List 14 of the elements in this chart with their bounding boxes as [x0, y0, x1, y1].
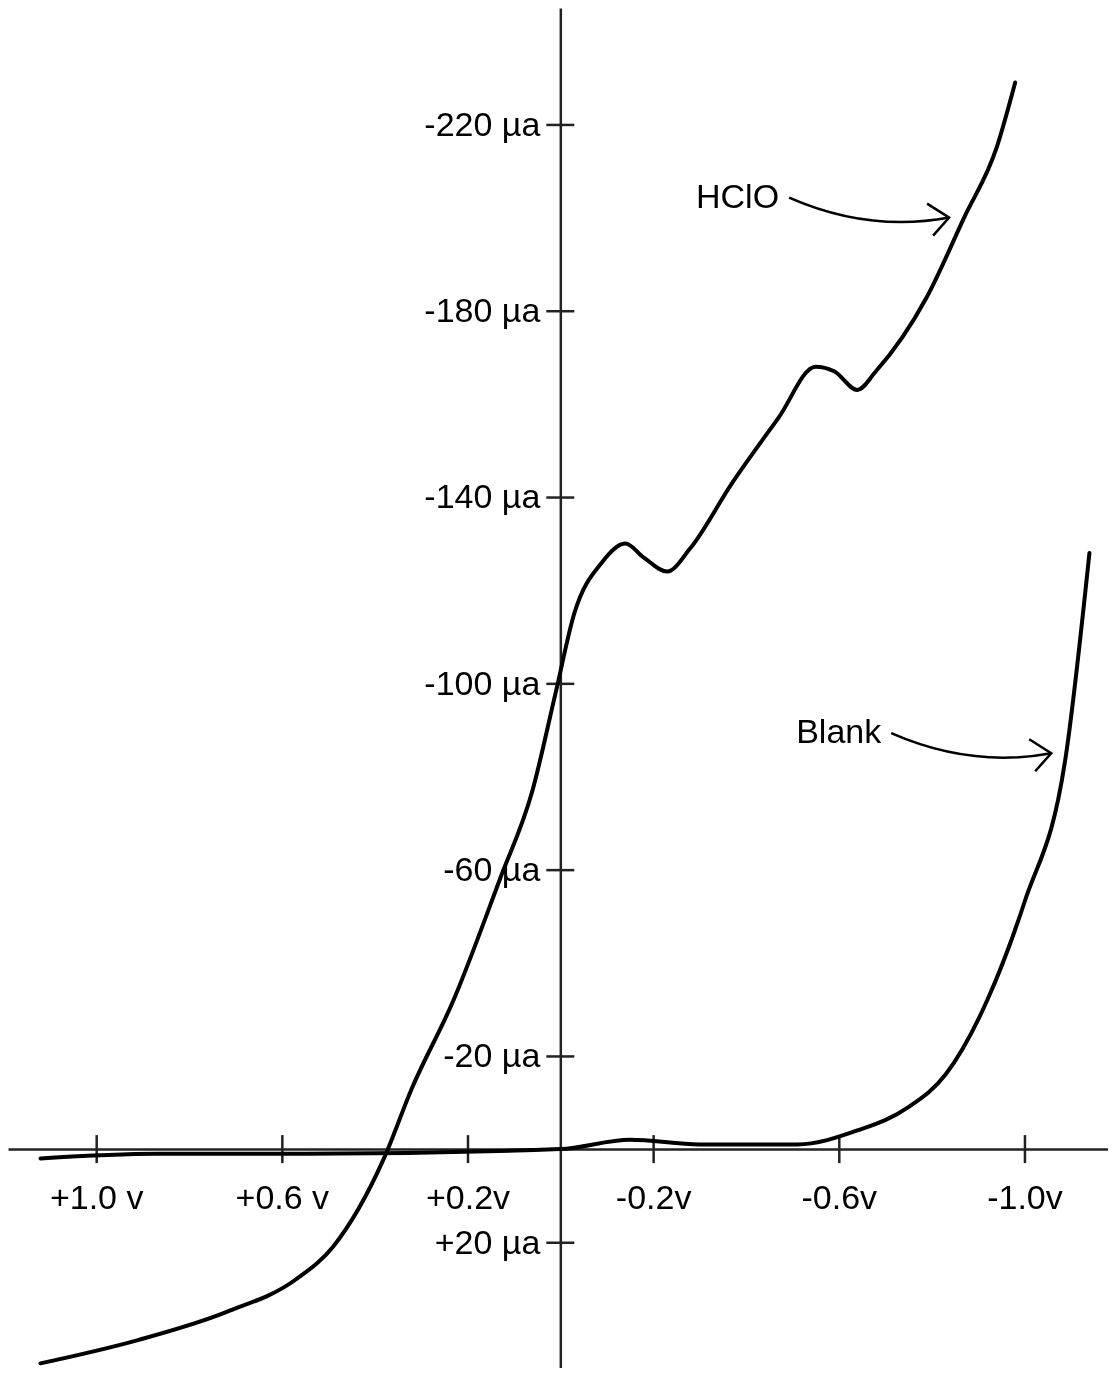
- y-tick-label: -220 µa: [424, 104, 541, 143]
- y-tick-label: -100 µa: [424, 663, 541, 702]
- legend-label: Blank: [796, 712, 883, 751]
- x-tick-label: -0.6v: [801, 1178, 878, 1217]
- x-tick-label: +0.2v: [425, 1178, 511, 1217]
- x-tick-label: +1.0 v: [49, 1178, 144, 1217]
- y-tick-label: -180 µa: [424, 291, 541, 330]
- x-tick-label: -1.0v: [987, 1178, 1063, 1217]
- legend-label: HClO: [696, 176, 780, 215]
- y-tick-label: -20 µa: [443, 1036, 541, 1075]
- y-tick-label: +20 µa: [434, 1222, 541, 1261]
- x-tick-label: +0.6 v: [235, 1178, 330, 1217]
- y-tick-label: -140 µa: [424, 477, 541, 516]
- x-tick-label: -0.2v: [615, 1178, 692, 1217]
